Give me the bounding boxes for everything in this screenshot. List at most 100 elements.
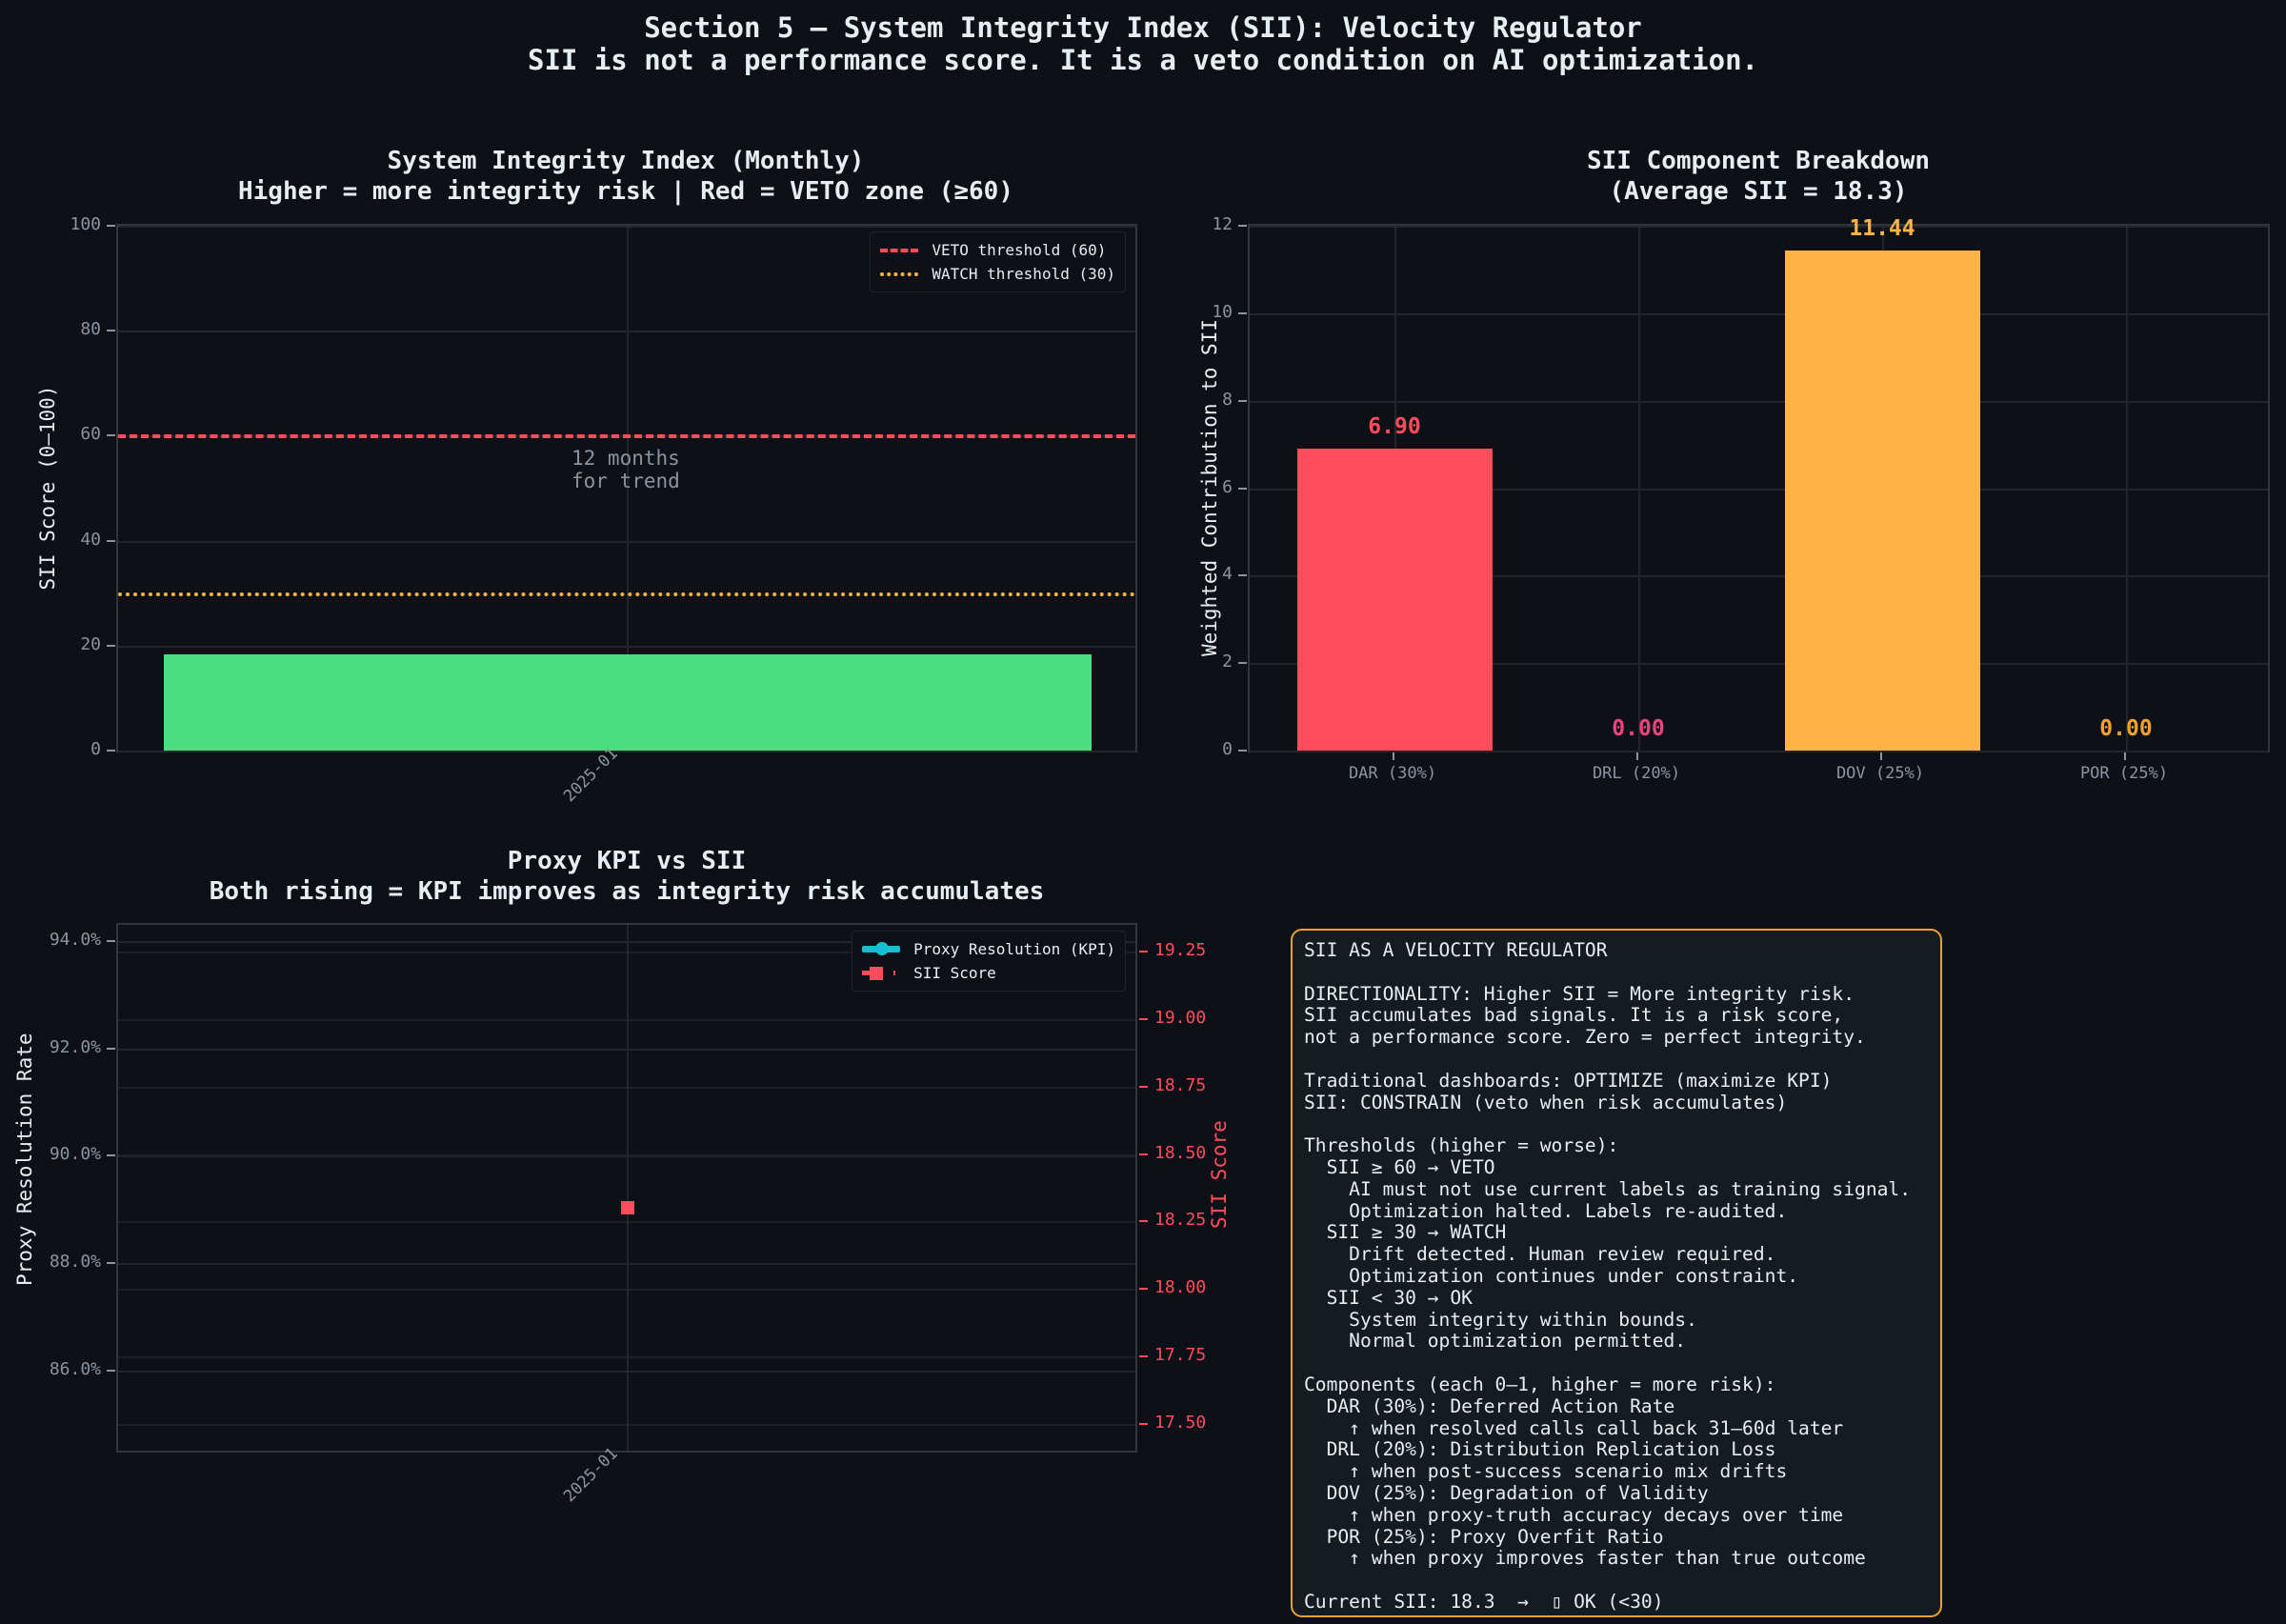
sii-score-marker[interactable] [621,1201,634,1215]
sii-monthly-title-block: System Integrity Index (Monthly) Higher … [116,146,1135,207]
ytick-mark-left [107,1261,115,1264]
ytick-mark [1238,662,1247,665]
ytick-mark [107,330,115,332]
legend-label-veto: VETO threshold (60) [932,241,1107,259]
figure-subtitle: SII is not a performance score. It is a … [527,44,1758,76]
ytick-mark [1238,225,1247,227]
ytick-mark [1238,750,1247,752]
ytick-mark [107,225,115,227]
figure-header: Section 5 — System Integrity Index (SII)… [0,11,2286,76]
ytick-mark [107,644,115,647]
legend-label-watch: WATCH threshold (30) [932,265,1115,283]
ytick-label-left: 90.0% [49,1144,101,1165]
ytick-mark-right [1139,1220,1148,1223]
dotted-line-icon [880,271,919,276]
sii-monthly-title: System Integrity Index (Monthly) [387,147,865,175]
legend-label-kpi: Proxy Resolution (KPI) [913,940,1115,958]
bar-value-label: 6.90 [1368,414,1421,440]
ytick-mark [1238,311,1247,314]
components-title-block: SII Component Breakdown (Average SII = 1… [1248,146,2269,207]
sii-monthly-ylabel: SII Score (0–100) [36,385,59,591]
ytick-mark-right [1139,1354,1148,1357]
ytick-mark-right [1139,1422,1148,1425]
ytick-mark-left [107,1154,115,1157]
components-plot: 6.90 0.00 11.44 0.00 [1248,216,2270,752]
component-bar-dov[interactable] [1784,250,1980,751]
ytick-label: 60 [80,424,101,445]
xtick-mark [1636,752,1638,760]
ytick-label-right: 17.50 [1154,1412,1207,1433]
sii-monthly-subtitle: Higher = more integrity risk | Red = VET… [238,177,1013,206]
components-title: SII Component Breakdown [1586,147,1931,175]
ytick-mark-left [107,939,115,942]
ytick-label: 4 [1222,564,1233,585]
xtick-label: DRL (20%) [1592,764,1681,783]
ytick-label-right: 18.25 [1154,1210,1207,1231]
ytick-mark [1238,399,1247,402]
ytick-label: 8 [1222,389,1233,410]
y-gridline [1250,312,2268,315]
ytick-mark-right [1139,1288,1148,1291]
y-gridline [1250,488,2268,491]
ytick-mark-left [107,1047,115,1050]
ytick-mark-right [1139,1018,1148,1021]
y-gridline [1250,400,2268,403]
bar-value-label: 0.00 [1612,716,1665,741]
ytick-mark-right [1139,1153,1148,1155]
ytick-label: 10 [1212,301,1233,322]
kpi-sii-subtitle: Both rising = KPI improves as integrity … [209,877,1045,906]
ytick-mark-left [107,1369,115,1372]
watch-threshold-line [118,591,1135,596]
circle-line-icon [862,942,901,955]
xtick-mark [2124,752,2126,760]
sii-bar-2025-01[interactable] [164,654,1092,751]
kpi-sii-plot: Proxy Resolution (KPI) SII Score [116,923,1137,1453]
xtick-label: DOV (25%) [1835,764,1925,783]
y-gridline [1250,226,2268,228]
x-gridline [1638,226,1640,751]
kpi-sii-legend: Proxy Resolution (KPI) SII Score [852,931,1126,992]
sii-monthly-xtick: 2025-01 [560,744,622,807]
legend-label-sii: SII Score [913,964,996,982]
y-gridline [118,751,1135,752]
ytick-mark [107,434,115,437]
ytick-label: 40 [80,529,101,550]
legend-item-sii[interactable]: SII Score [862,961,1115,985]
components-subtitle: (Average SII = 18.3) [1609,177,1908,206]
ytick-mark [1238,487,1247,490]
kpi-sii-title-block: Proxy KPI vs SII Both rising = KPI impro… [116,846,1137,907]
figure-title: Section 5 — System Integrity Index (SII)… [644,11,1642,44]
legend-item-kpi[interactable]: Proxy Resolution (KPI) [862,937,1115,961]
ytick-label: 100 [70,214,101,234]
component-bar-dar[interactable] [1296,449,1493,751]
ytick-mark [107,750,115,752]
veto-threshold-line [118,434,1135,439]
x-gridline [627,925,629,1451]
ytick-mark [1238,574,1247,577]
sii-monthly-legend: VETO threshold (60) WATCH threshold (30) [870,231,1126,292]
legend-item-watch[interactable]: WATCH threshold (30) [880,262,1115,286]
ytick-label-right: 18.50 [1154,1142,1207,1163]
sii-monthly-plot: 12 months for trend VETO threshold (60) … [116,224,1137,752]
ytick-label-right: 17.75 [1154,1344,1207,1365]
legend-item-veto[interactable]: VETO threshold (60) [880,238,1115,262]
ytick-label: 0 [1222,739,1233,759]
kpi-sii-title: Proxy KPI vs SII [507,847,747,875]
ytick-label: 6 [1222,476,1233,497]
ytick-label-right: 18.75 [1154,1074,1207,1095]
ytick-label: 2 [1222,652,1233,672]
trend-annotation: 12 months for trend [572,447,680,492]
xtick-label: DAR (30%) [1348,764,1437,783]
ytick-label: 20 [80,633,101,654]
y-gridline [1250,575,2268,578]
y-gridline [1250,663,2268,666]
ytick-label-left: 86.0% [49,1358,101,1379]
ytick-label-left: 92.0% [49,1036,101,1057]
ytick-mark-right [1139,951,1148,953]
kpi-sii-xtick: 2025-01 [560,1444,622,1507]
ytick-label: 0 [90,739,101,759]
ytick-label-left: 94.0% [49,929,101,950]
xtick-mark [1880,752,1882,760]
annotation-line-2: for trend [572,470,680,492]
dashed-line-icon [880,248,919,252]
